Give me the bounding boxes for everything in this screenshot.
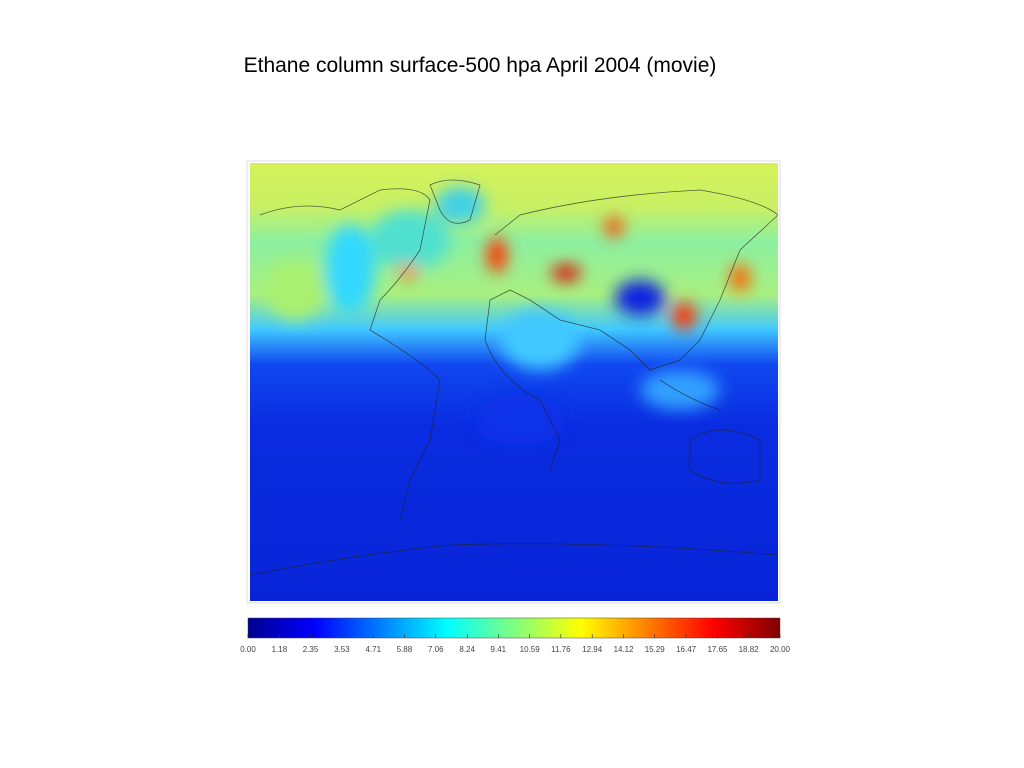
- colorbar-tick-label: 8.24: [459, 645, 475, 654]
- slide-title: Ethane column surface-500 hpa April 2004…: [244, 54, 717, 77]
- colorbar-tick-label: 11.76: [551, 645, 571, 654]
- colorbar-tick-label: 16.47: [676, 645, 697, 654]
- colorbar-tick-label: 14.12: [614, 645, 635, 654]
- colorbar-tick-label: 2.35: [303, 645, 319, 654]
- colorbar-tick-label: 7.06: [428, 645, 444, 654]
- map: [250, 163, 778, 601]
- colorbar-tick-label: 3.53: [334, 645, 350, 654]
- colorbar-tick-label: 15.29: [645, 645, 666, 654]
- colorbar-tick-label: 5.88: [397, 645, 413, 654]
- colorbar-tick-label: 20.00: [770, 645, 791, 654]
- colorbar-tick-label: 9.41: [491, 645, 507, 654]
- colorbar-tick-label: 17.65: [707, 645, 728, 654]
- colorbar: [247, 617, 781, 639]
- colorbar-tick-label: 4.71: [365, 645, 381, 654]
- colorbar-tick-label: 0.00: [240, 645, 256, 654]
- colorbar-tick-label: 18.82: [739, 645, 760, 654]
- colorbar-tick-label: 12.94: [582, 645, 603, 654]
- colorbar-tick-label: 10.59: [520, 645, 541, 654]
- colorbar-tick-label: 1.18: [272, 645, 288, 654]
